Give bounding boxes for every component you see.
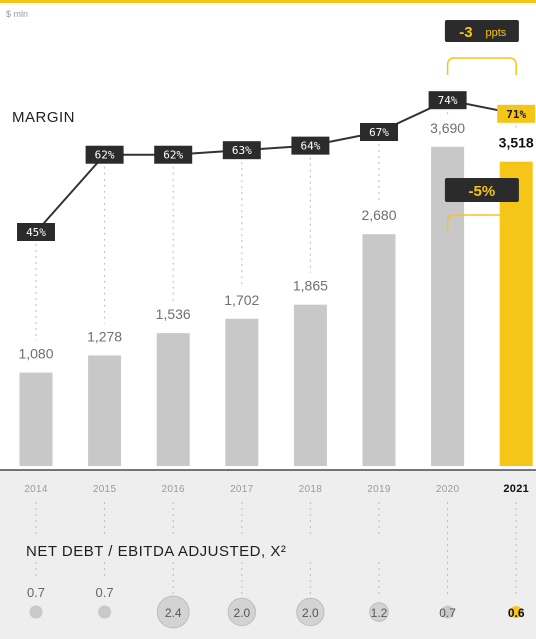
margin-label-box [291,136,330,155]
bar-value-label: 3,518 [499,135,534,151]
margin-label-box [360,123,398,141]
net-debt-circle [296,597,325,627]
margin-change-value: -3 [459,24,472,41]
year-tick-label: 2017 [230,484,254,495]
margin-label-box [85,145,124,164]
bar-value-label: 1,702 [224,292,259,308]
margin-label: 62% [95,149,115,162]
unit-label: $ mln [6,9,28,19]
bar-value-label: 1,080 [18,346,53,362]
net-debt-title: NET DEBT / EBITDA ADJUSTED, X² [26,543,286,560]
bar [19,372,53,466]
net-debt-circle [156,595,190,629]
margin-label: 62% [163,149,183,162]
year-tick-label: 2016 [161,484,185,495]
margin-label: 63% [232,144,252,157]
net-debt-label: 0.7 [96,585,114,600]
margin-label-box [154,145,193,164]
bar [499,161,533,466]
bar-value-label: 1,278 [87,328,122,344]
year-tick-label: 2020 [436,484,460,495]
net-debt-label: 2.0 [302,606,319,620]
bar [88,355,122,466]
margin-label-box [222,141,261,160]
net-debt-label: 0.7 [439,606,456,620]
net-debt-circle [98,605,112,619]
bar-value-label: 2,680 [361,207,396,223]
net-debt-circle [227,597,257,627]
margin-label: 74% [438,94,458,107]
year-tick-label: 2021 [503,483,529,495]
net-debt-label: 1.2 [371,606,388,620]
margin-change-box [444,20,519,42]
margin-title: MARGIN [12,109,75,126]
net-debt-circle [510,606,523,618]
year-tick-label: 2018 [299,484,323,495]
bar-value-label: 1,536 [156,306,191,322]
year-tick-label: 2014 [24,484,48,495]
margin-label-box [17,223,55,241]
net-debt-circle [369,602,389,622]
margin-label-box [428,91,467,110]
year-tick-label: 2015 [93,484,117,495]
bar [293,304,327,466]
margin-label-box [497,104,536,123]
revenue-change-bracket [446,214,517,232]
margin-change-bracket [446,57,517,75]
net-debt-title-bg [22,538,412,560]
net-debt-label: 2.4 [165,606,182,620]
margin-label: 64% [300,140,320,153]
bar [156,333,190,466]
bar-value-label: 1,865 [293,278,328,294]
net-debt-circle [441,605,455,619]
margin-label: 45% [26,226,46,239]
revenue-change-box [444,178,519,202]
net-debt-circle [29,605,43,619]
year-tick-label: 2019 [367,484,391,495]
top-accent-line [0,0,536,3]
margin-label: 67% [369,126,389,139]
net-debt-label: 2.0 [233,606,250,620]
bar [362,234,396,466]
margin-label: 71% [506,108,526,121]
net-debt-label: 0.6 [508,606,525,620]
revenue-change-value: -5% [469,183,496,200]
net-debt-label: 0.7 [27,585,45,600]
bar-value-label: 3,690 [430,120,465,136]
margin-change-unit: ppts [486,27,507,39]
bar [225,318,259,466]
